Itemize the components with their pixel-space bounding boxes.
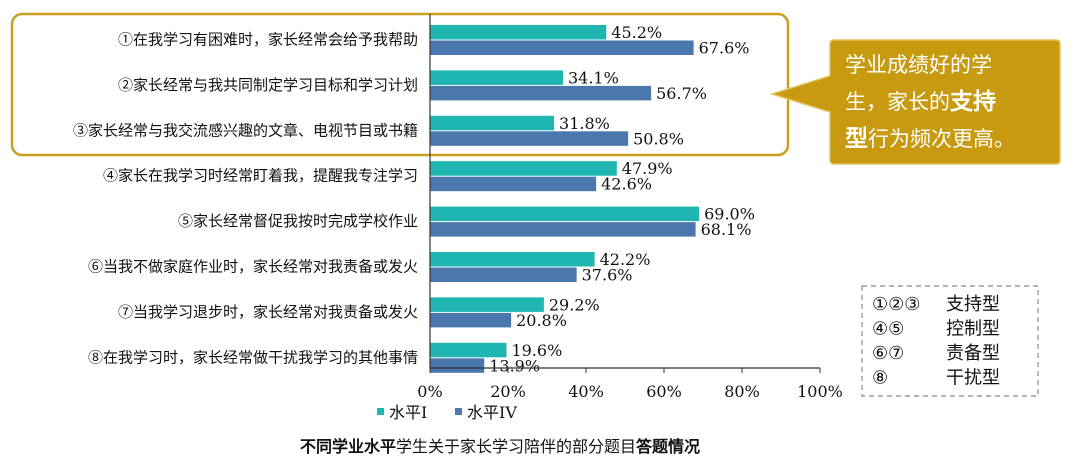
- data-label-series2-item7: 20.8%: [516, 311, 567, 330]
- bar-series1-item5: [430, 206, 700, 222]
- type-key: ①②③ 支持型 ④⑤ 控制型 ⑥⑦ 责备型 ⑧ 干扰型: [861, 285, 1039, 397]
- key-items-3: ⑥⑦: [872, 343, 904, 364]
- highlight-box: [10, 12, 790, 157]
- bar-series2-item1: [430, 40, 694, 55]
- data-label-series2-item1: 67.6%: [699, 39, 750, 58]
- bar-series2-item5: [430, 222, 696, 237]
- category-label-6: ⑥当我不做家庭作业时，家长经常对我责备或发火: [88, 258, 418, 276]
- data-label-series2-item8: 13.9%: [489, 356, 540, 375]
- x-tick-label-3: 40%: [568, 382, 604, 401]
- data-label-series2-item4: 42.6%: [601, 175, 652, 194]
- data-label-series2-item6: 37.6%: [582, 266, 633, 285]
- bar-series2-item8: [430, 358, 485, 373]
- data-label-series1-item7: 29.2%: [549, 295, 600, 314]
- category-label-3: ③家长经常与我交流感兴趣的文章、电视节目或书籍: [73, 121, 418, 139]
- key-type-3: 责备型: [946, 343, 1000, 364]
- data-label-series2-item2: 56.7%: [656, 84, 707, 103]
- data-label-series2-item5: 68.1%: [701, 220, 752, 239]
- bar-series2-item4: [430, 176, 597, 192]
- x-tick-label-6: 100%: [797, 382, 843, 401]
- key-items-4: ⑧: [872, 368, 888, 389]
- bar-series1-item4: [430, 161, 617, 176]
- legend-swatch-series2: [455, 408, 462, 415]
- x-tick-label-5: 80%: [724, 382, 760, 401]
- legend-swatch-series1: [377, 408, 384, 415]
- category-label-1: ①在我学习有困难时，家长经常会给予我帮助: [118, 31, 418, 49]
- bar-series1-item6: [430, 252, 595, 267]
- bar-series1-item8: [430, 342, 507, 358]
- data-label-series1-item3: 31.8%: [559, 114, 610, 133]
- ticks-layer: 0% 20% 40% 60% 80% 100%: [417, 368, 843, 401]
- category-label-2: ②家长经常与我共同制定学习目标和学习计划: [118, 76, 418, 94]
- key-type-4: 干扰型: [946, 368, 1000, 389]
- key-items-1: ①②③: [872, 294, 920, 315]
- chart-title: 不同学业水平学生关于家长学习陪伴的部分题目答题情况: [300, 437, 700, 456]
- legend-label-series2: 水平IV: [467, 403, 517, 422]
- x-tick-label-1: 0%: [417, 382, 442, 401]
- key-rows: ①②③ 支持型 ④⑤ 控制型 ⑥⑦ 责备型 ⑧ 干扰型: [872, 294, 1000, 389]
- callout-text: 学业成绩好的学生，家长的支持型行为频次更高。: [845, 53, 1015, 152]
- bar-series1-item7: [430, 297, 544, 312]
- legend-label-series1: 水平I: [389, 403, 427, 422]
- x-tick-label-2: 20%: [490, 382, 526, 401]
- data-label-series1-item6: 42.2%: [600, 250, 651, 269]
- category-label-4: ④家长在我学习时经常盯着我，提醒我专注学习: [103, 167, 418, 185]
- x-tick-label-4: 60%: [646, 382, 682, 401]
- category-label-8: ⑧在我学习时，家长经常做干扰我学习的其他事情: [88, 348, 418, 366]
- bars-layer: 45.2% 67.6% ①在我学习有困难时，家长经常会给予我帮助 34.1% 56.7%…: [73, 23, 755, 375]
- bar-series2-item6: [430, 267, 577, 282]
- category-label-7: ⑦当我学习退步时，家长经常对我责备或发火: [118, 303, 418, 321]
- data-label-series1-item5: 69.0%: [704, 205, 755, 224]
- key-items-2: ④⑤: [872, 319, 904, 340]
- category-label-5: ⑤家长经常督促我按时完成学校作业: [178, 212, 418, 230]
- callout: 学业成绩好的学生，家长的支持型行为频次更高。: [769, 39, 1061, 165]
- key-type-1: 支持型: [946, 294, 1000, 315]
- data-label-series2-item3: 50.8%: [633, 129, 684, 148]
- bar-series2-item7: [430, 312, 512, 328]
- data-label-series1-item2: 34.1%: [568, 68, 619, 87]
- data-label-series1-item8: 19.6%: [511, 341, 562, 360]
- key-type-2: 控制型: [946, 319, 1000, 340]
- bar-series2-item2: [430, 85, 652, 101]
- bar-series2-item3: [430, 131, 629, 146]
- bar-series1-item1: [430, 25, 607, 40]
- bar-series1-item2: [430, 70, 563, 85]
- data-label-series1-item1: 45.2%: [611, 23, 662, 42]
- data-label-series1-item4: 47.9%: [622, 159, 673, 178]
- legend: 水平I 水平IV: [377, 403, 517, 422]
- bar-series1-item3: [430, 115, 555, 131]
